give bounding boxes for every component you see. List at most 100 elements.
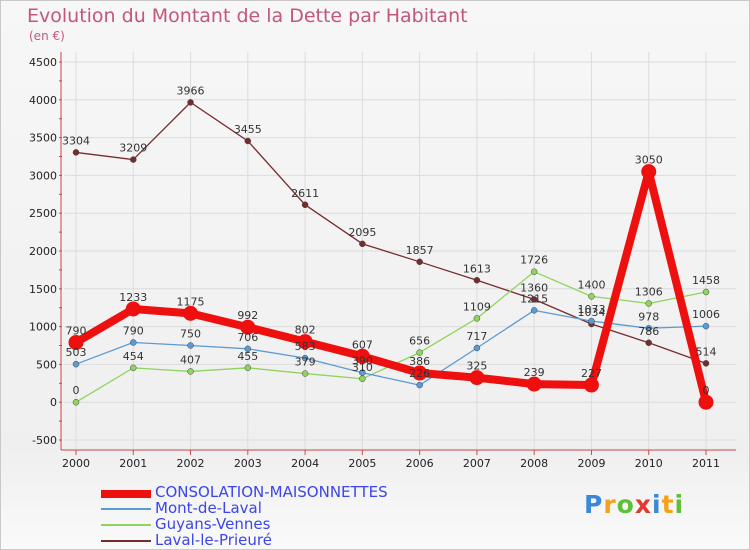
- y-tick-label: 500: [36, 358, 57, 371]
- data-point: [698, 394, 714, 410]
- legend-label: CONSOLATION-MAISONNETTES: [155, 483, 388, 501]
- data-label: 503: [66, 346, 87, 359]
- legend-swatch: [101, 490, 151, 498]
- data-point: [530, 307, 538, 314]
- data-point: [240, 319, 256, 335]
- logo-letter: t: [661, 490, 675, 519]
- data-point: [702, 288, 710, 296]
- data-point: [473, 277, 481, 284]
- data-point: [702, 360, 710, 367]
- data-point: [187, 368, 194, 375]
- data-label: 802: [295, 324, 316, 337]
- chart-title: Evolution du Montant de la Dette par Hab…: [27, 5, 468, 27]
- data-label: 1175: [177, 295, 205, 308]
- data-point: [244, 345, 252, 353]
- data-label: 1400: [577, 278, 605, 291]
- data-label: 3209: [119, 142, 147, 155]
- data-label: 583: [295, 340, 316, 353]
- logo-letter: i: [652, 490, 662, 519]
- y-tick-label: 0: [50, 396, 57, 409]
- data-label: 514: [696, 345, 717, 358]
- series-line: [73, 167, 710, 404]
- data-point: [183, 305, 199, 321]
- x-tick-label: 2000: [62, 457, 90, 470]
- data-point: [702, 322, 710, 330]
- legend-swatch: [101, 508, 151, 510]
- data-point: [301, 370, 309, 377]
- y-tick-label: -500: [32, 434, 57, 447]
- data-point: [359, 375, 366, 383]
- data-label: 227: [581, 367, 602, 380]
- x-tick-label: 2008: [520, 457, 548, 470]
- data-label: 226: [409, 367, 430, 380]
- data-point: [301, 354, 309, 362]
- data-label: 750: [180, 328, 201, 341]
- y-tick-label: 2500: [29, 207, 57, 220]
- data-point: [130, 364, 137, 372]
- data-label: 325: [466, 360, 487, 373]
- data-point: [359, 240, 366, 248]
- chart-subtitle: (en €): [29, 29, 65, 43]
- x-tick-label: 2009: [577, 457, 605, 470]
- data-label: 992: [237, 309, 258, 322]
- data-point: [359, 369, 366, 376]
- data-label: 786: [638, 325, 659, 338]
- data-point: [72, 149, 80, 156]
- data-label: 379: [295, 356, 316, 369]
- logo-letter: x: [634, 490, 652, 519]
- proxiti-logo: Proxiti: [584, 490, 684, 519]
- data-point: [645, 325, 652, 332]
- data-point: [416, 349, 423, 356]
- x-tick-label: 2001: [119, 457, 147, 470]
- data-point: [416, 381, 423, 389]
- data-point: [187, 99, 194, 106]
- data-label: 790: [123, 324, 144, 337]
- y-tick-label: 1500: [29, 283, 57, 296]
- data-label: 239: [524, 366, 545, 379]
- data-label: 3050: [635, 154, 663, 167]
- y-tick-label: 3000: [29, 169, 57, 182]
- data-label: 607: [352, 338, 373, 351]
- data-label: 0: [703, 384, 710, 397]
- x-tick-label: 2003: [234, 457, 262, 470]
- data-label: 1109: [463, 300, 491, 313]
- x-tick-label: 2005: [348, 457, 376, 470]
- data-point: [473, 344, 481, 352]
- data-point: [412, 365, 428, 381]
- legend-swatch: [101, 524, 151, 526]
- data-point: [526, 376, 542, 392]
- data-label: 1613: [463, 262, 491, 275]
- logo-letter: r: [603, 490, 617, 519]
- data-label: 717: [466, 330, 487, 343]
- data-point: [588, 317, 595, 325]
- data-label: 1073: [577, 303, 605, 316]
- data-label: 0: [73, 384, 80, 397]
- data-label: 1306: [635, 285, 663, 298]
- data-label: 1857: [406, 244, 434, 257]
- data-point: [645, 300, 652, 307]
- data-label: 706: [237, 331, 258, 344]
- data-label: 2611: [291, 187, 319, 200]
- data-label: 2095: [348, 226, 376, 239]
- data-point: [588, 293, 595, 300]
- data-label: 3304: [62, 134, 90, 147]
- data-label: 454: [123, 350, 144, 363]
- data-point: [130, 156, 137, 163]
- data-point: [72, 360, 80, 368]
- x-tick-label: 2004: [291, 457, 319, 470]
- logo-letter: P: [584, 490, 604, 519]
- data-label: 455: [237, 350, 258, 363]
- legend-label: Laval-le-Prieuré: [155, 531, 272, 549]
- logo-letter: i: [674, 490, 685, 519]
- data-point: [244, 364, 252, 372]
- legend-label: Mont-de-Laval: [155, 499, 262, 517]
- data-label: 386: [409, 355, 430, 368]
- data-point: [68, 334, 84, 350]
- y-tick-label: 4000: [29, 94, 57, 107]
- data-point: [473, 315, 481, 322]
- series-line: [75, 271, 707, 403]
- y-tick-label: 3500: [29, 132, 57, 145]
- x-tick-label: 2002: [177, 457, 205, 470]
